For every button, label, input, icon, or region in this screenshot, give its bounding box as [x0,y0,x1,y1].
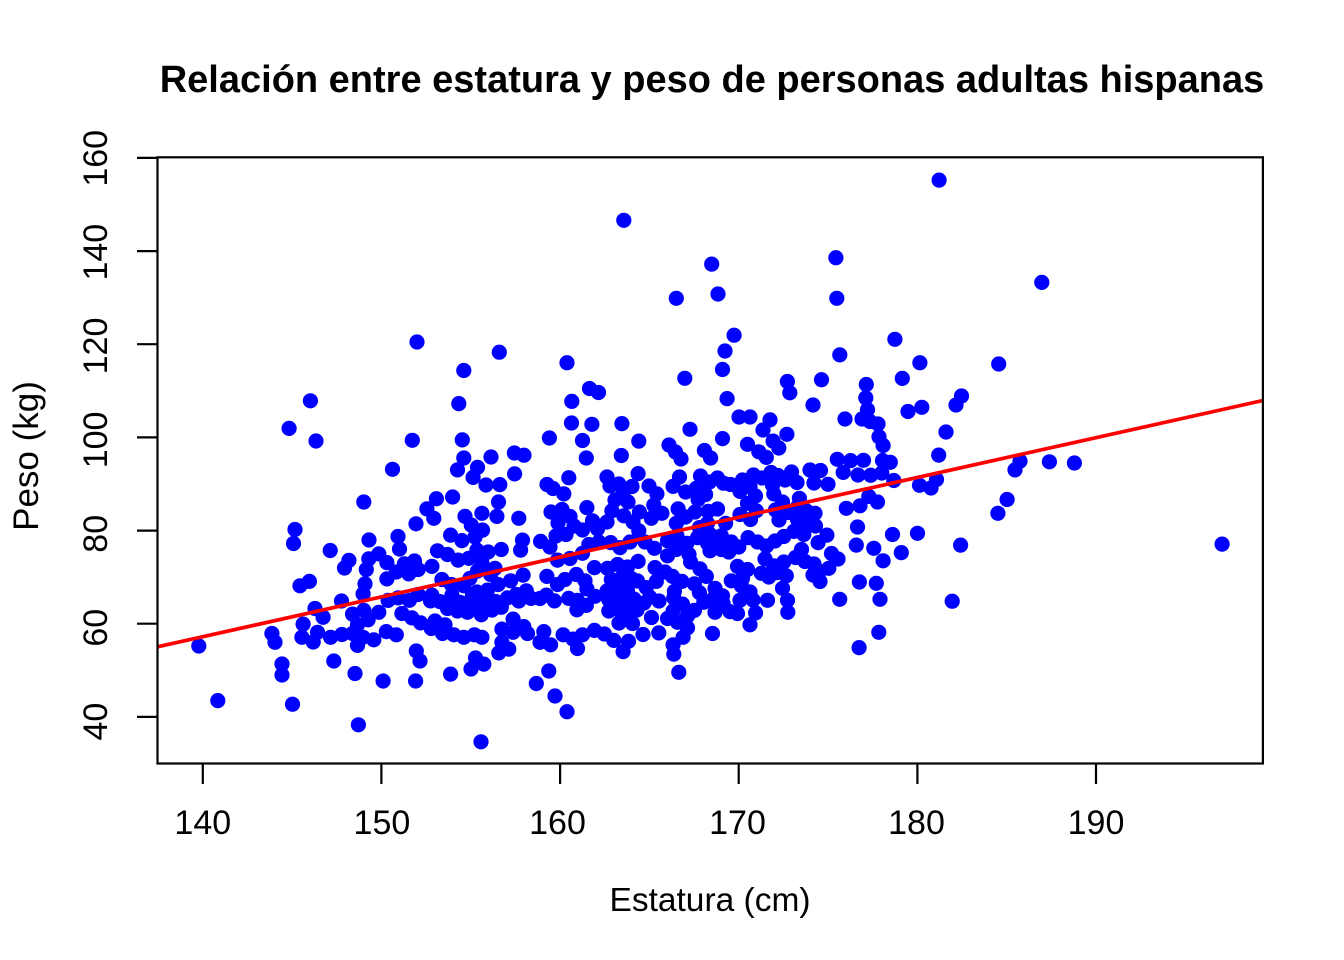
svg-text:Estatura (cm): Estatura (cm) [609,882,810,919]
svg-text:40: 40 [77,703,115,741]
svg-text:160: 160 [529,804,586,842]
svg-text:Relación entre estatura y peso: Relación entre estatura y peso de person… [160,59,1265,101]
svg-text:160: 160 [77,130,115,187]
svg-text:140: 140 [77,224,115,281]
svg-text:60: 60 [77,609,115,647]
svg-text:150: 150 [354,804,411,842]
svg-text:140: 140 [174,804,231,842]
svg-text:80: 80 [77,515,115,553]
svg-text:Peso (kg): Peso (kg) [7,381,46,531]
svg-text:100: 100 [77,412,115,469]
svg-text:170: 170 [709,804,766,842]
svg-text:180: 180 [888,804,945,842]
svg-text:120: 120 [77,318,115,375]
svg-text:190: 190 [1068,804,1125,842]
